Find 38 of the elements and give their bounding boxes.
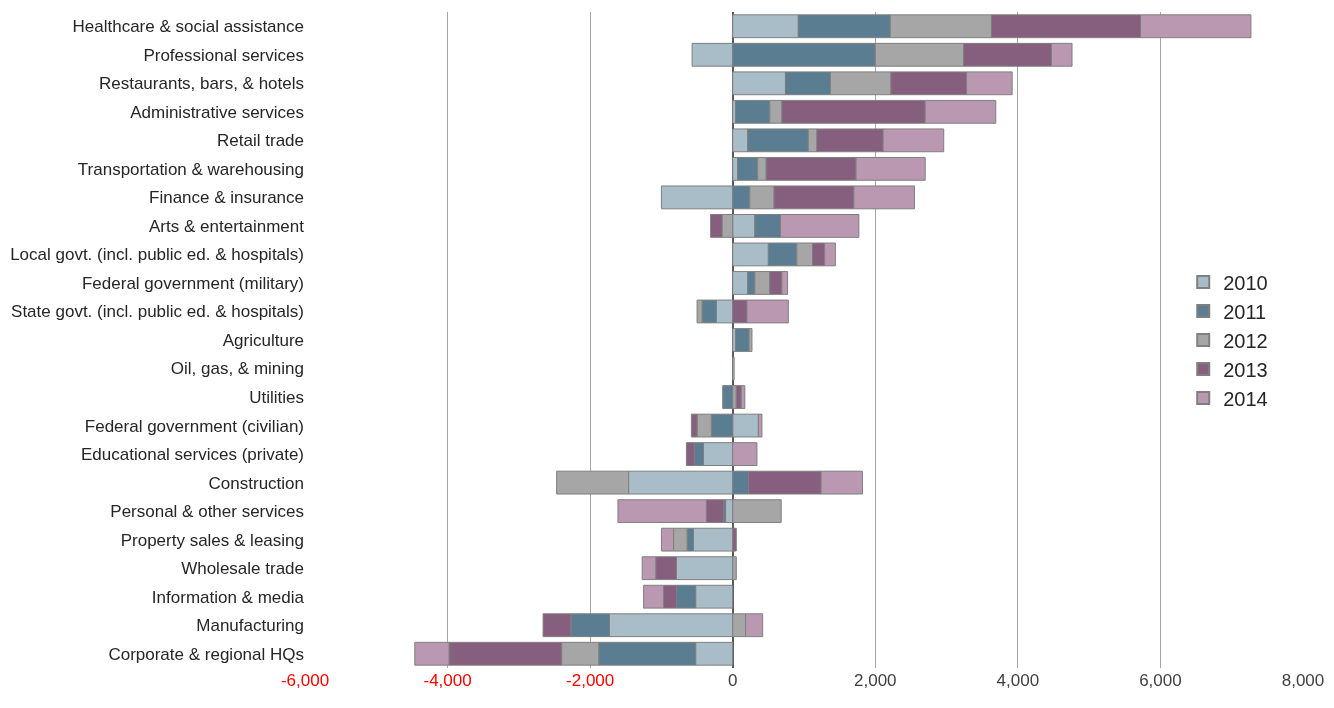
y-tick-label: Federal government (military) (81, 273, 304, 293)
y-tick-label: State govt. (incl. public ed. & hospitals) (11, 302, 304, 322)
y-tick-label: Utilities (249, 387, 304, 407)
y-tick-label: Property sales & leasing (120, 530, 304, 550)
y-tick-label: Federal government (civilian) (84, 416, 304, 436)
y-tick-label: Agriculture (222, 330, 304, 350)
y-tick-label: Corporate & regional HQs (108, 644, 304, 664)
x-tick-label: 8,000 (1281, 671, 1325, 690)
y-tick-label: Administrative services (130, 102, 304, 122)
bar (735, 328, 750, 352)
y-tick-label: Finance & insurance (149, 188, 304, 208)
y-tick-label: Construction (208, 473, 304, 493)
bar (722, 385, 734, 409)
y-tick-label: Information & media (151, 587, 305, 607)
x-tick-label: 0 (727, 671, 738, 690)
x-tick-label: 4,000 (996, 671, 1040, 690)
y-tick-label: Oil, gas, & mining (170, 359, 304, 379)
x-tick-label: -2,000 (566, 671, 615, 690)
legend-label: 2013 (1223, 358, 1268, 381)
y-tick-label: Personal & other services (110, 502, 304, 522)
x-tick-label: -6,000 (280, 671, 330, 690)
y-tick-label: Professional services (143, 45, 304, 65)
legend-label: 2010 (1223, 271, 1268, 294)
y-tick-label: Wholesale trade (181, 559, 304, 579)
y-tick-label: Retail trade (217, 131, 304, 151)
x-tick-label: 6,000 (1139, 671, 1182, 690)
legend-label: 2011 (1223, 300, 1267, 323)
x-tick-label: -4,000 (423, 671, 472, 690)
x-tick-label: 2,000 (854, 671, 897, 690)
y-tick-label: Healthcare & social assistance (72, 17, 304, 37)
y-tick-label: Transportation & warehousing (77, 159, 304, 179)
y-tick-label: Manufacturing (196, 616, 304, 636)
y-tick-label: Educational services (private) (81, 445, 304, 465)
y-tick-label: Arts & entertainment (149, 216, 305, 236)
y-tick-label: Local govt. (incl. public ed. & hospitals) (10, 245, 304, 265)
legend-label: 2012 (1223, 329, 1268, 352)
y-tick-label: Restaurants, bars, & hotels (98, 74, 304, 94)
legend-label: 2014 (1223, 387, 1268, 410)
